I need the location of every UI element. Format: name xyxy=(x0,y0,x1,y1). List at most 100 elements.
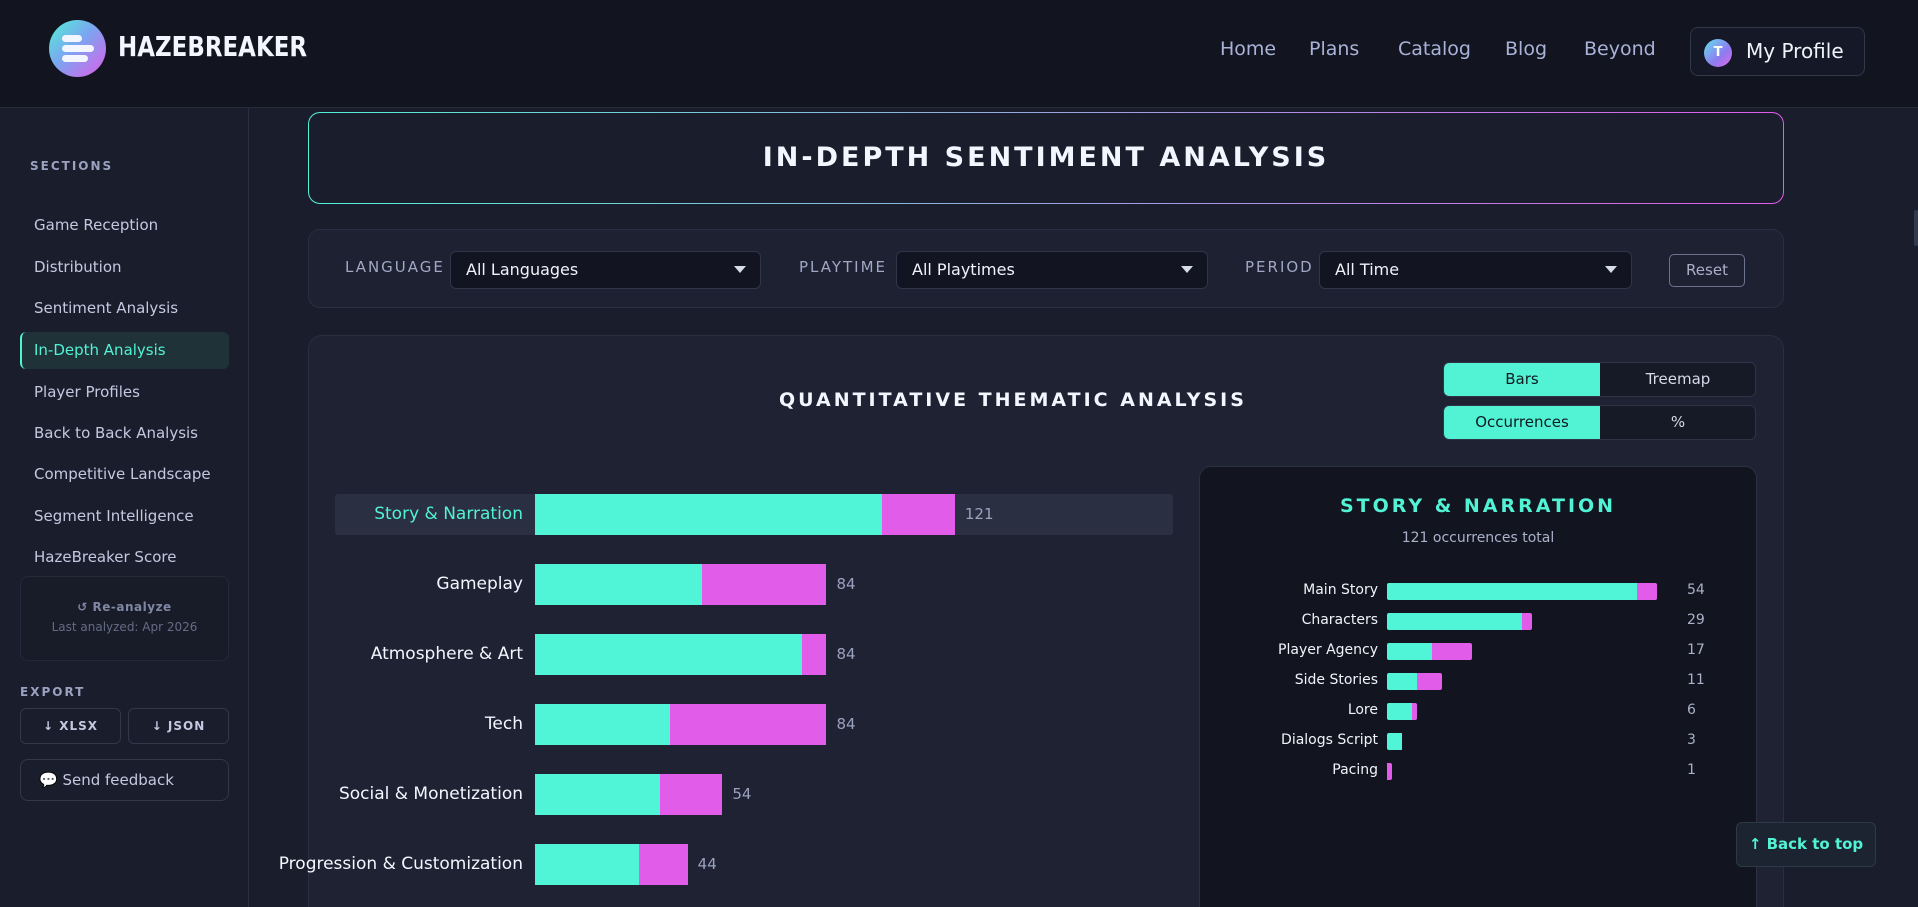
page-title-banner: IN-DEPTH SENTIMENT ANALYSIS xyxy=(308,112,1784,204)
back-to-top-button[interactable]: ↑ Back to top xyxy=(1736,822,1876,867)
bar-negative-progression-customization[interactable] xyxy=(639,844,688,885)
language-select[interactable]: All Languages xyxy=(450,251,761,289)
metric-toggle: Occurrences % xyxy=(1443,405,1756,440)
nav-beyond[interactable]: Beyond xyxy=(1584,38,1656,60)
bar-label-progression-customization[interactable]: Progression & Customization xyxy=(278,854,523,874)
detail-label-main-story: Main Story xyxy=(1303,582,1378,598)
bar-negative-gameplay[interactable] xyxy=(701,564,827,605)
toggle-bars[interactable]: Bars xyxy=(1444,363,1600,396)
bar-negative-story-narration[interactable] xyxy=(882,494,955,535)
detail-negative-player-agency[interactable] xyxy=(1432,643,1472,660)
toggle-treemap[interactable]: Treemap xyxy=(1645,370,1711,388)
export-xlsx-button[interactable]: ↓ XLSX xyxy=(20,708,121,744)
detail-positive-lore[interactable] xyxy=(1387,703,1412,720)
detail-negative-lore[interactable] xyxy=(1412,703,1417,720)
bar-label-social-monetization[interactable]: Social & Monetization xyxy=(338,784,523,804)
bar-label-tech[interactable]: Tech xyxy=(484,714,523,734)
detail-label-characters: Characters xyxy=(1301,612,1378,628)
my-profile-button[interactable]: T My Profile xyxy=(1690,27,1865,76)
export-json-button[interactable]: ↓ JSON xyxy=(128,708,229,744)
detail-value-characters: 29 xyxy=(1687,612,1705,628)
nav-catalog[interactable]: Catalog xyxy=(1398,38,1471,60)
bar-positive-social-monetization[interactable] xyxy=(535,774,660,815)
bar-negative-social-monetization[interactable] xyxy=(659,774,723,815)
bar-value-gameplay: 84 xyxy=(836,575,856,593)
detail-negative-pacing[interactable] xyxy=(1387,763,1392,780)
panel-title: QUANTITATIVE THEMATIC ANALYSIS xyxy=(779,389,1247,411)
sidebar-item-sentiment-analysis[interactable]: Sentiment Analysis xyxy=(34,299,179,317)
bar-value-story-narration: 121 xyxy=(964,505,994,523)
detail-negative-side-stories[interactable] xyxy=(1417,673,1442,690)
hazebreaker-logo-icon[interactable] xyxy=(49,20,106,77)
bar-positive-atmosphere-art[interactable] xyxy=(535,634,803,675)
detail-title: STORY & NARRATION xyxy=(1339,495,1617,517)
toggle-percent[interactable]: % xyxy=(1670,413,1686,431)
detail-positive-characters[interactable] xyxy=(1387,613,1522,630)
period-select[interactable]: All Time xyxy=(1319,251,1632,289)
reset-button[interactable]: Reset xyxy=(1669,254,1745,287)
detail-value-main-story: 54 xyxy=(1687,582,1705,598)
bar-value-atmosphere-art: 84 xyxy=(836,645,856,663)
period-label: PERIOD xyxy=(1245,258,1314,276)
sidebar: SECTIONS Game Reception Distribution Sen… xyxy=(0,108,249,907)
detail-positive-player-agency[interactable] xyxy=(1387,643,1432,660)
bar-negative-tech[interactable] xyxy=(670,704,827,745)
detail-label-player-agency: Player Agency xyxy=(1278,642,1378,658)
bar-label-gameplay[interactable]: Gameplay xyxy=(436,574,523,594)
view-toggle: Bars Treemap xyxy=(1443,362,1756,397)
sidebar-item-competitive-landscape[interactable]: Competitive Landscape xyxy=(34,465,211,483)
sidebar-item-back-to-back-analysis[interactable]: Back to Back Analysis xyxy=(34,424,198,442)
chevron-down-icon xyxy=(1181,266,1193,273)
last-analyzed-text: Last analyzed: Apr 2026 xyxy=(51,620,198,634)
sidebar-item-segment-intelligence[interactable]: Segment Intelligence xyxy=(34,507,194,525)
detail-negative-characters[interactable] xyxy=(1522,613,1532,630)
bar-positive-story-narration[interactable] xyxy=(535,494,882,535)
scrollbar-thumb[interactable] xyxy=(1914,210,1918,246)
toggle-occurrences[interactable]: Occurrences xyxy=(1444,406,1600,439)
playtime-label: PLAYTIME xyxy=(799,258,888,276)
sidebar-item-in-depth-analysis[interactable]: In-Depth Analysis xyxy=(20,332,229,369)
page-title: IN-DEPTH SENTIMENT ANALYSIS xyxy=(309,113,1783,203)
bar-label-story-narration[interactable]: Story & Narration xyxy=(374,504,523,524)
detail-positive-side-stories[interactable] xyxy=(1387,673,1417,690)
detail-subtitle: 121 occurrences total xyxy=(1401,530,1555,546)
detail-value-dialogs-script: 3 xyxy=(1687,732,1696,748)
period-value: All Time xyxy=(1335,260,1400,279)
brand-name[interactable]: HAZEBREAKER xyxy=(118,30,308,63)
detail-value-pacing: 1 xyxy=(1687,762,1696,778)
reanalyze-label: ↺ Re-analyze xyxy=(77,600,172,614)
sidebar-item-player-profiles[interactable]: Player Profiles xyxy=(34,383,140,401)
reanalyze-card[interactable]: ↺ Re-analyze Last analyzed: Apr 2026 xyxy=(20,576,229,661)
detail-positive-main-story[interactable] xyxy=(1387,583,1637,600)
bar-label-atmosphere-art[interactable]: Atmosphere & Art xyxy=(370,644,523,664)
playtime-select[interactable]: All Playtimes xyxy=(896,251,1208,289)
nav-home[interactable]: Home xyxy=(1220,38,1277,60)
filter-bar: LANGUAGE All Languages PLAYTIME All Play… xyxy=(308,229,1784,308)
playtime-value: All Playtimes xyxy=(912,260,1015,279)
detail-card: STORY & NARRATION 121 occurrences total … xyxy=(1199,466,1757,907)
bar-value-tech: 84 xyxy=(836,715,856,733)
bar-positive-tech[interactable] xyxy=(535,704,671,745)
bar-value-progression-customization: 44 xyxy=(697,855,717,873)
chevron-down-icon xyxy=(734,266,746,273)
detail-label-lore: Lore xyxy=(1347,702,1378,718)
bar-positive-gameplay[interactable] xyxy=(535,564,702,605)
nav-blog[interactable]: Blog xyxy=(1505,38,1547,60)
bar-negative-atmosphere-art[interactable] xyxy=(802,634,827,675)
sidebar-section-title: SECTIONS xyxy=(30,159,114,173)
nav-plans[interactable]: Plans xyxy=(1309,38,1360,60)
sidebar-item-distribution[interactable]: Distribution xyxy=(34,258,122,276)
detail-positive-dialogs-script[interactable] xyxy=(1387,733,1402,750)
sidebar-item-hazebreaker-score[interactable]: HazeBreaker Score xyxy=(34,548,177,566)
detail-value-player-agency: 17 xyxy=(1687,642,1705,658)
detail-value-lore: 6 xyxy=(1687,702,1696,718)
detail-label-dialogs-script: Dialogs Script xyxy=(1281,732,1378,748)
detail-label-pacing: Pacing xyxy=(1332,762,1378,778)
detail-negative-main-story[interactable] xyxy=(1637,583,1657,600)
sidebar-item-game-reception[interactable]: Game Reception xyxy=(34,216,159,234)
bar-positive-progression-customization[interactable] xyxy=(535,844,640,885)
thematic-analysis-panel: QUANTITATIVE THEMATIC ANALYSIS Bars Tree… xyxy=(279,335,1784,907)
send-feedback-button[interactable]: 💬 Send feedback xyxy=(20,759,229,801)
detail-label-side-stories: Side Stories xyxy=(1294,672,1378,688)
language-label: LANGUAGE xyxy=(345,258,445,276)
